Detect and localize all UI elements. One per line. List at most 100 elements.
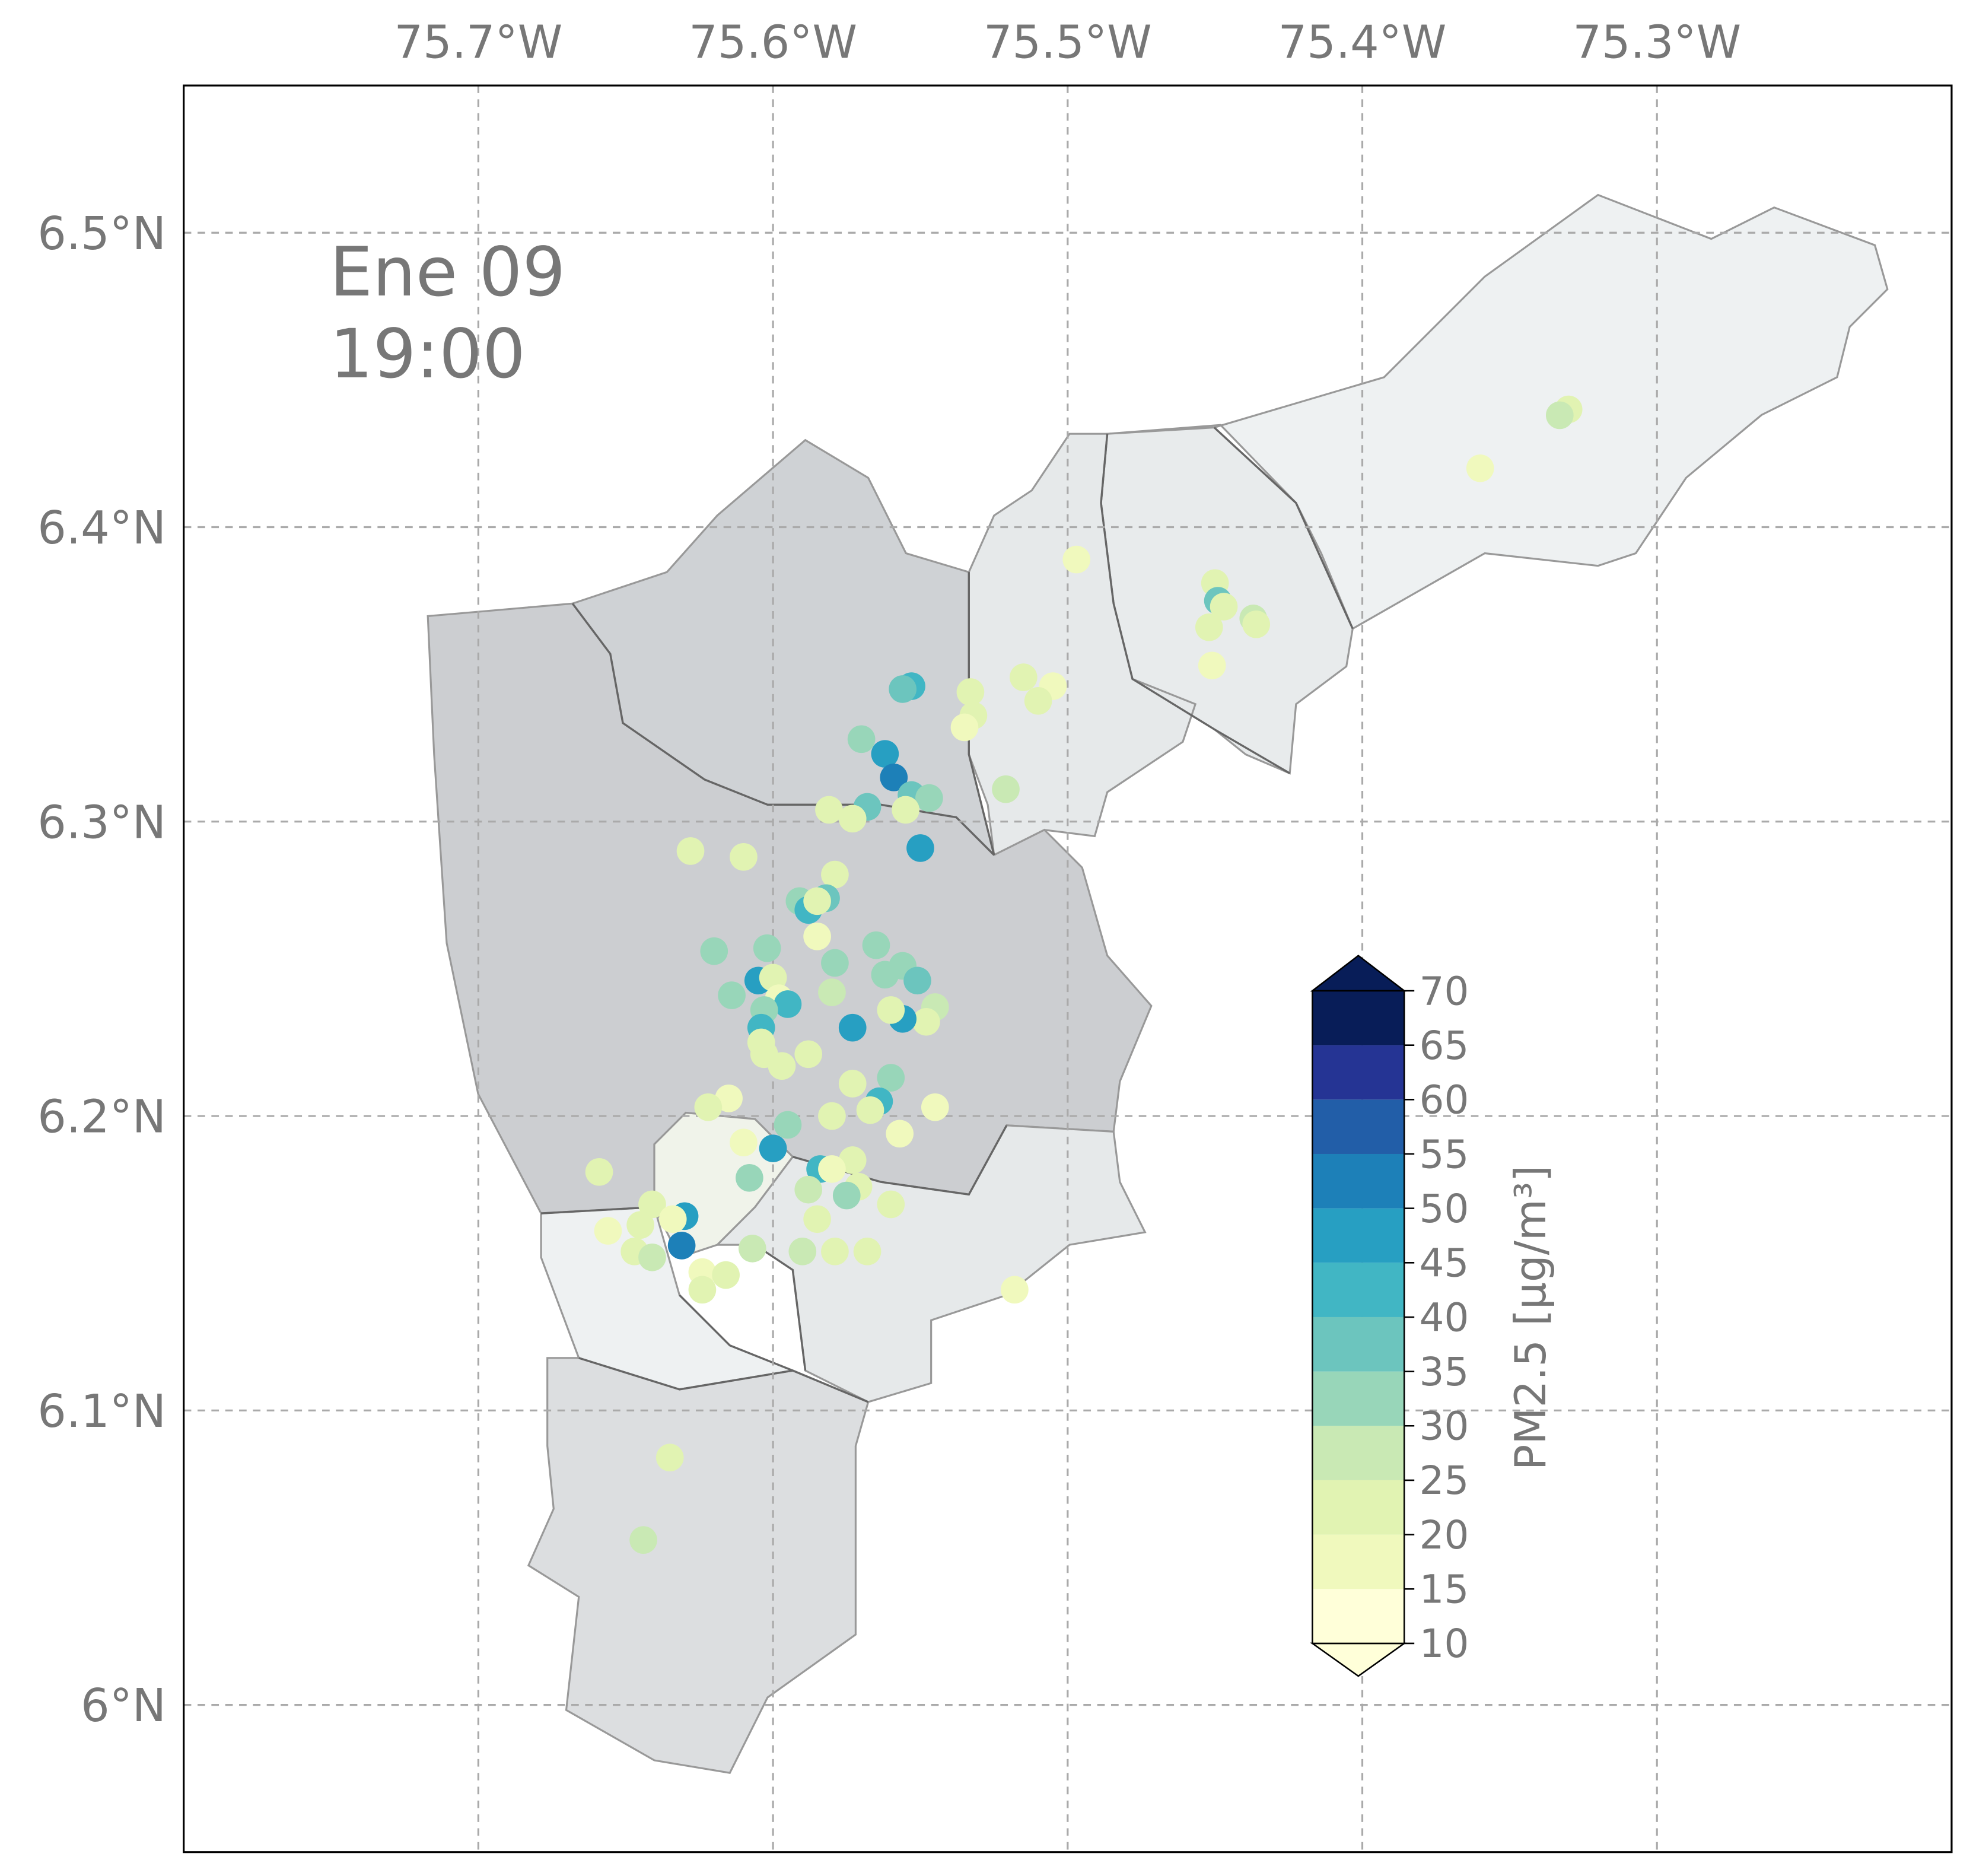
station-point [877,1064,905,1092]
station-point [694,1093,723,1121]
station-point [1001,1276,1029,1304]
y-tick-label: 6.5°N [37,207,166,260]
station-point [818,1102,846,1130]
station-point [794,1175,823,1204]
station-point [803,887,831,915]
title: Ene 09 [330,233,566,312]
station-point [736,1163,763,1192]
colorbar-bin [1312,1153,1405,1209]
station-point [788,1238,817,1265]
station-point [667,1232,696,1260]
station-point [585,1158,613,1186]
colorbar-tick-label: 25 [1420,1458,1469,1503]
station-point [832,1181,861,1210]
station-point [821,1238,849,1265]
station-point [838,1013,867,1042]
colorbar-bin [1312,1589,1405,1643]
colorbar-extend [1310,1642,1407,1677]
y-tick-label: 6.2°N [37,1090,166,1143]
station-point [921,1093,949,1121]
station-point [1195,613,1223,641]
station-point [880,764,908,791]
station-point [889,675,917,703]
station-point [856,1096,884,1124]
station-point [594,1217,622,1245]
colorbar-bin [1312,1045,1405,1100]
axis-labels: 75.7°W 75.6°W 75.5°W 75.4°W 75.3°W 6°N 6.1°N 6.… [37,16,1741,1732]
region [1107,193,1889,630]
station-point [838,805,867,833]
station-point [658,1205,687,1233]
station-point [892,796,919,824]
station-point [794,1040,823,1069]
station-point [718,981,746,1009]
colorbar-bin [1312,991,1405,1045]
station-point [774,1111,802,1139]
colorbar-tick-label: 35 [1420,1350,1469,1395]
station-point [906,834,934,862]
region [968,433,1197,857]
colorbar-tick-label: 10 [1420,1621,1469,1667]
station-point [730,843,758,871]
station-point [862,931,890,959]
station-point [853,1238,882,1265]
station-point [871,740,899,768]
station-point [1545,401,1574,430]
colorbar-bin [1312,1426,1405,1480]
colorbar-bin [1312,1371,1405,1426]
station-point [803,1205,831,1233]
station-point [818,978,846,1006]
colorbar-bin [1312,1480,1405,1535]
colorbar: 10 15 20 25 30 35 40 45 50 55 60 65 70 [1310,955,1469,1677]
station-point [956,678,985,706]
x-tick-label: 75.4°W [1278,16,1447,69]
station-point [655,1443,684,1472]
y-tick-label: 6.1°N [37,1385,166,1438]
colorbar-tick-label: 30 [1420,1404,1469,1449]
colorbar-tick-label: 40 [1420,1295,1469,1340]
station-point [950,713,979,742]
station-point [847,725,876,753]
station-point [821,860,849,889]
subtitle: 19:00 [330,315,526,394]
station-point [1466,454,1494,482]
station-point [877,1190,905,1219]
colorbar-tick-label: 20 [1420,1513,1469,1558]
frame [183,84,1953,1853]
colorbar-bin [1312,1099,1405,1154]
colorbar-tick-label: 60 [1420,1078,1469,1123]
colorbar-tick-label: 65 [1420,1023,1469,1069]
y-tick-label: 6.4°N [37,501,166,554]
region-border [541,427,1354,1403]
colorbar-tick-label: 50 [1420,1187,1469,1232]
station-point [638,1190,666,1219]
colorbar-bin [1312,1263,1405,1317]
station-point [712,1261,740,1289]
station-point [629,1526,657,1554]
station-point [739,1235,766,1263]
region [527,1357,870,1774]
station-point [759,1134,787,1162]
regions [427,193,1889,1774]
station-point [1062,545,1091,574]
station-point [871,961,899,989]
station-point [818,1155,846,1183]
station-point [1024,687,1052,715]
station-point [768,1052,796,1080]
colorbar-tick-label: 55 [1420,1132,1469,1177]
station-point [700,937,728,965]
station-point [774,990,802,1018]
colorbar-bin [1312,1208,1405,1263]
station-point [838,1070,867,1098]
colorbar-tick-label: 15 [1420,1567,1469,1613]
station-point [626,1211,654,1239]
x-tick-label: 75.3°W [1573,16,1741,69]
station-point [803,923,831,950]
colorbar-bin [1312,1317,1405,1372]
colorbar-bin [1312,1534,1405,1589]
x-tick-label: 75.6°W [689,16,857,69]
x-tick-label: 75.7°W [394,16,563,69]
station-point [821,949,849,977]
